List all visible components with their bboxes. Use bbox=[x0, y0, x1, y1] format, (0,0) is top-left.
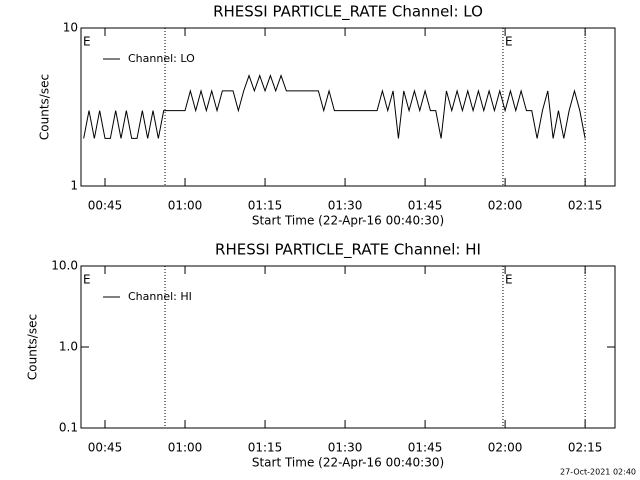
y-tick-label: 10 bbox=[63, 21, 78, 35]
event-label: E bbox=[505, 273, 513, 287]
chart-title: RHESSI PARTICLE_RATE Channel: LO bbox=[213, 3, 483, 22]
event-label: E bbox=[83, 273, 91, 287]
footer: 27-Oct-2021 02:40 bbox=[560, 468, 636, 477]
y-tick-label: 0.1 bbox=[59, 421, 78, 435]
x-tick-label: 01:15 bbox=[248, 441, 283, 455]
chart-title: RHESSI PARTICLE_RATE Channel: HI bbox=[215, 241, 481, 260]
x-tick-label: 01:00 bbox=[168, 441, 203, 455]
y-tick-label: 1.0 bbox=[59, 340, 78, 354]
x-tick-label: 02:00 bbox=[488, 199, 523, 213]
x-tick-label: 01:15 bbox=[248, 199, 283, 213]
event-label: E bbox=[505, 35, 513, 49]
legend-label: Channel: HI bbox=[128, 290, 192, 303]
legend-label: Channel: LO bbox=[128, 52, 195, 65]
x-tick-label: 01:45 bbox=[408, 441, 443, 455]
y-tick-label: 1 bbox=[70, 179, 78, 193]
y-axis-label: Counts/sec bbox=[38, 74, 52, 140]
x-axis-label: Start Time (22-Apr-16 00:40:30) bbox=[252, 456, 444, 470]
x-tick-label: 00:45 bbox=[88, 441, 123, 455]
x-tick-label: 02:15 bbox=[568, 199, 603, 213]
x-tick-label: 00:45 bbox=[88, 199, 123, 213]
x-tick-label: 02:00 bbox=[488, 441, 523, 455]
x-tick-label: 02:15 bbox=[568, 441, 603, 455]
x-axis-label: Start Time (22-Apr-16 00:40:30) bbox=[252, 214, 444, 228]
x-tick-label: 01:00 bbox=[168, 199, 203, 213]
event-label: E bbox=[83, 35, 91, 49]
x-tick-label: 01:45 bbox=[408, 199, 443, 213]
y-axis-label: Counts/sec bbox=[26, 314, 40, 380]
x-tick-label: 01:30 bbox=[328, 199, 363, 213]
y-tick-label: 10.0 bbox=[51, 259, 78, 273]
x-tick-label: 01:30 bbox=[328, 441, 363, 455]
plot-frame bbox=[80, 27, 616, 187]
data-line bbox=[83, 74, 586, 139]
